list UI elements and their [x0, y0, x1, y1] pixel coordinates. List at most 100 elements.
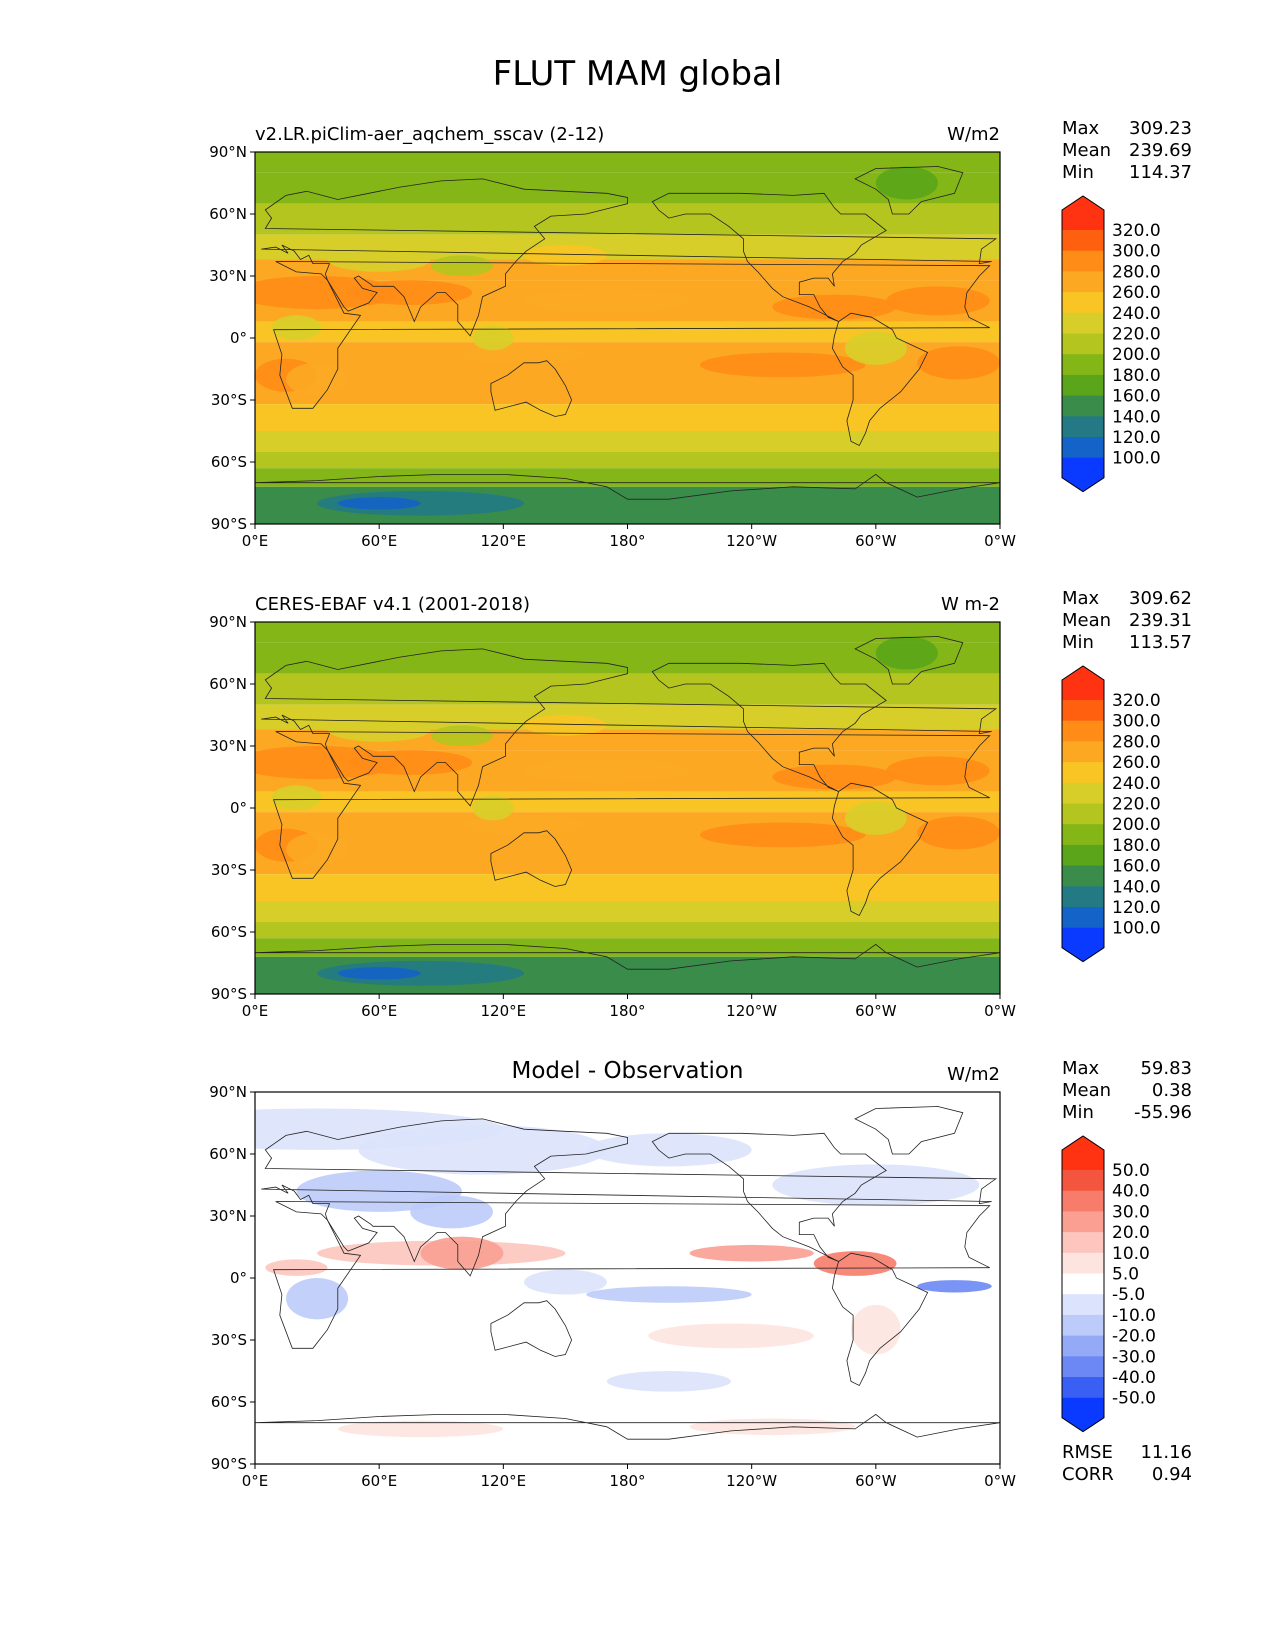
field-band: [255, 152, 1000, 173]
lon-tick-label: 0°E: [242, 532, 269, 550]
colorbar-label: 140.0: [1112, 877, 1161, 897]
colorbar-label: 120.0: [1112, 898, 1161, 918]
coastline-eurasia: [261, 1118, 998, 1277]
colorbar-label: 5.0: [1112, 1265, 1139, 1285]
colorbar-label: 10.0: [1112, 1244, 1150, 1264]
colorbar-label: 280.0: [1112, 262, 1161, 282]
stat-min: Min 113.57: [1062, 632, 1192, 653]
lon-tick-label: 120°W: [726, 532, 777, 550]
field-region: [648, 1323, 814, 1349]
colorbar-outline: [1061, 1135, 1105, 1433]
colorbar-segment: [1062, 762, 1104, 784]
colorbar-label: 260.0: [1112, 753, 1161, 773]
field-region: [844, 331, 907, 365]
coastline-antarctica: [255, 1413, 1000, 1440]
colorbar-segment: [1062, 907, 1104, 929]
colorbar-label: 140.0: [1112, 407, 1161, 427]
map-field: [255, 1092, 1000, 1464]
stats-block: Max 309.23 Mean 239.69 Min 114.37: [1062, 118, 1192, 184]
lon-tick-label: 60°E: [361, 1002, 397, 1020]
colorbar-label: 320.0: [1112, 221, 1161, 241]
lon-tick-label: 60°E: [361, 532, 397, 550]
colorbar-segment: [1062, 886, 1104, 908]
field-region: [255, 746, 400, 780]
colorbar-label: 120.0: [1112, 428, 1161, 448]
panel-observation: 90°N 60°N 30°N 0° 30°S 60°S 90°S 0°E 60°E 120°E 18…: [0, 0, 1275, 1020]
colorbar-label: -20.0: [1112, 1327, 1156, 1347]
lon-tick-label: 0°W: [984, 532, 1016, 550]
lat-tick-label: 30°N: [209, 267, 247, 285]
map-units: W/m2: [947, 1064, 1000, 1085]
colorbar-outline: [1061, 665, 1105, 963]
field-region: [772, 1164, 980, 1206]
panel-difference: 90°N 60°N 30°N 0° 30°S 60°S 90°S 0°E 60°E 120°E 18…: [0, 0, 1275, 1490]
lat-tick-label: 60°S: [211, 453, 247, 471]
field-region: [586, 1133, 752, 1167]
colorbar-extend-bottom: [1062, 927, 1104, 962]
colorbar-segment: [1062, 374, 1104, 397]
colorbar-segment: [1062, 416, 1104, 438]
field-region: [410, 1195, 493, 1229]
field-region: [772, 294, 897, 320]
colorbar-segment: [1062, 333, 1104, 355]
colorbar-outline: [1061, 195, 1105, 493]
lat-tick-label: 90°N: [209, 143, 247, 161]
lon-tick-label: 120°W: [726, 1472, 777, 1490]
stats-block: Max 309.62 Mean 239.31 Min 113.57: [1062, 588, 1192, 654]
colorbar-segment: [1062, 250, 1104, 272]
coastline-australia: [490, 360, 573, 417]
field-region: [524, 245, 607, 266]
field-region: [772, 764, 897, 790]
colorbar-segment: [1062, 741, 1104, 763]
colorbar-label: 200.0: [1112, 815, 1161, 835]
lat-tick-label: 90°S: [211, 1455, 247, 1473]
colorbar: 320.0300.0280.0260.0240.0220.0200.0180.0…: [1061, 195, 1161, 493]
lat-tick-label: 30°N: [209, 737, 247, 755]
lon-tick-label: 180°: [609, 1472, 645, 1490]
colorbar-segment: [1062, 271, 1104, 293]
lon-tick-label: 120°E: [481, 1002, 527, 1020]
lat-tick-label: 90°S: [211, 985, 247, 1003]
field-region: [917, 1280, 992, 1293]
colorbar-segment: [1062, 1377, 1104, 1399]
colorbar-segment: [1062, 824, 1104, 846]
coastlines: [255, 1106, 1000, 1440]
field-band: [255, 321, 1000, 343]
coastline-namerica: [651, 192, 887, 322]
field-band: [255, 673, 1000, 705]
field-region: [606, 1371, 731, 1392]
field-region: [699, 822, 866, 848]
colorbar-segment: [1062, 1170, 1104, 1192]
field-band: [255, 404, 1000, 431]
field-region: [430, 725, 493, 747]
colorbar-segment: [1062, 803, 1104, 825]
colorbar-label: 280.0: [1112, 732, 1161, 752]
colorbar-segment: [1062, 782, 1104, 804]
field-band: [255, 431, 1000, 452]
field-region: [430, 255, 493, 276]
colorbar-label: 100.0: [1112, 449, 1161, 469]
field-region: [689, 1418, 856, 1436]
coastline-australia: [490, 1300, 573, 1357]
field-region: [586, 1286, 752, 1303]
field-region: [286, 832, 349, 866]
lon-tick-label: 0°W: [984, 1472, 1016, 1490]
field-region: [524, 715, 607, 736]
stat-mean: Mean 0.38: [1062, 1080, 1192, 1101]
field-region: [337, 1420, 504, 1438]
stat-mean: Mean 239.69: [1062, 140, 1192, 161]
field-region: [358, 1125, 607, 1175]
lon-tick-label: 0°E: [242, 1002, 269, 1020]
colorbar-segment: [1062, 437, 1104, 459]
field-region: [472, 795, 514, 821]
map-title: v2.LR.piClim-aer_aqchem_sscav (2-12): [255, 124, 605, 145]
stat-rmse: RMSE 11.16: [1062, 1442, 1192, 1463]
colorbar-label: -10.0: [1112, 1306, 1156, 1326]
field-region: [472, 325, 514, 351]
colorbar-extend-bottom: [1062, 457, 1104, 492]
coastline-africa: [273, 1201, 991, 1349]
colorbar-extend-top: [1062, 196, 1104, 230]
lon-tick-label: 180°: [609, 1002, 645, 1020]
field-region: [844, 801, 907, 835]
colorbar-extend-top: [1062, 1136, 1104, 1170]
